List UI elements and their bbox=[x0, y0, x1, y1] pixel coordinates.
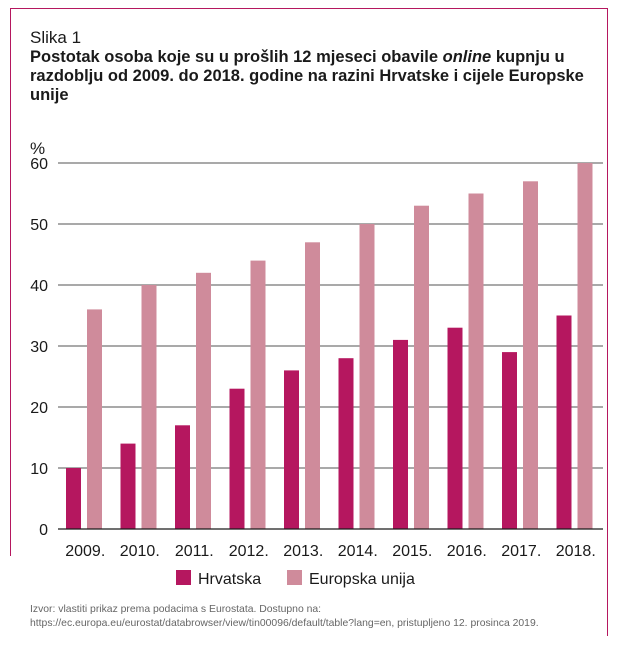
y-tick-label: 20 bbox=[30, 400, 48, 417]
bar-europska-unija bbox=[250, 260, 266, 529]
figure-frame-left-edge bbox=[10, 8, 11, 556]
bar-hrvatska bbox=[229, 388, 245, 529]
source-note-line2: https://ec.europa.eu/eurostat/databrowse… bbox=[30, 618, 539, 629]
x-tick-label: 2016. bbox=[447, 543, 487, 560]
x-tick-label: 2013. bbox=[283, 543, 323, 560]
figure-frame bbox=[10, 8, 608, 636]
chart-title-part2: kupnju u razdoblju od 2009. do 2018. god… bbox=[30, 48, 584, 104]
bar-hrvatska bbox=[393, 339, 408, 529]
x-tick-label: 2012. bbox=[229, 543, 269, 560]
bar-europska-unija bbox=[414, 205, 429, 529]
legend-label-hrvatska: Hrvatska bbox=[198, 571, 261, 588]
bar-europska-unija bbox=[305, 242, 320, 530]
bar-hrvatska bbox=[556, 315, 572, 529]
bar-europska-unija bbox=[141, 285, 157, 529]
y-tick-label: 60 bbox=[30, 156, 48, 173]
legend-swatch-hrvatska bbox=[176, 570, 191, 585]
chart-title-emphasis: online bbox=[442, 48, 492, 66]
source-note: Izvor: vlastiti prikaz prema podacima s … bbox=[30, 603, 539, 631]
legend-swatch-europska-unija bbox=[287, 570, 302, 585]
bar-europska-unija bbox=[577, 163, 593, 529]
x-tick-label: 2010. bbox=[120, 543, 160, 560]
figure-caption: Slika 1 bbox=[30, 28, 82, 47]
x-tick-label: 2017. bbox=[501, 543, 541, 560]
y-tick-label: 10 bbox=[30, 461, 48, 478]
x-tick-label: 2011. bbox=[175, 543, 214, 560]
bar-europska-unija bbox=[196, 272, 211, 529]
chart-title: Postotak osoba koje su u prošlih 12 mjes… bbox=[30, 48, 605, 105]
source-note-line1: Izvor: vlastiti prikaz prema podacima s … bbox=[30, 604, 322, 615]
x-tick-label: 2009. bbox=[65, 543, 105, 560]
chart-title-part1: Postotak osoba koje su u prošlih 12 mjes… bbox=[30, 48, 443, 66]
bar-hrvatska bbox=[175, 425, 190, 529]
bar-europska-unija bbox=[87, 309, 102, 529]
bar-hrvatska bbox=[120, 443, 136, 529]
x-tick-label: 2014. bbox=[338, 543, 378, 560]
bar-hrvatska bbox=[502, 352, 517, 529]
x-tick-label: 2018. bbox=[556, 543, 596, 560]
bar-hrvatska bbox=[66, 468, 81, 529]
y-tick-label: 50 bbox=[30, 217, 48, 234]
legend-label-europska-unija: Europska unija bbox=[309, 571, 415, 588]
y-tick-label: 0 bbox=[39, 522, 48, 539]
bar-europska-unija bbox=[523, 181, 538, 530]
bar-hrvatska bbox=[447, 327, 463, 529]
y-axis-unit-label: % bbox=[30, 139, 46, 158]
bar-hrvatska bbox=[284, 370, 299, 529]
x-tick-label: 2015. bbox=[392, 543, 432, 560]
y-tick-label: 30 bbox=[30, 339, 48, 356]
y-tick-label: 40 bbox=[30, 278, 48, 295]
bar-europska-unija bbox=[468, 193, 484, 529]
bar-hrvatska bbox=[338, 358, 354, 529]
bar-europska-unija bbox=[359, 224, 375, 529]
